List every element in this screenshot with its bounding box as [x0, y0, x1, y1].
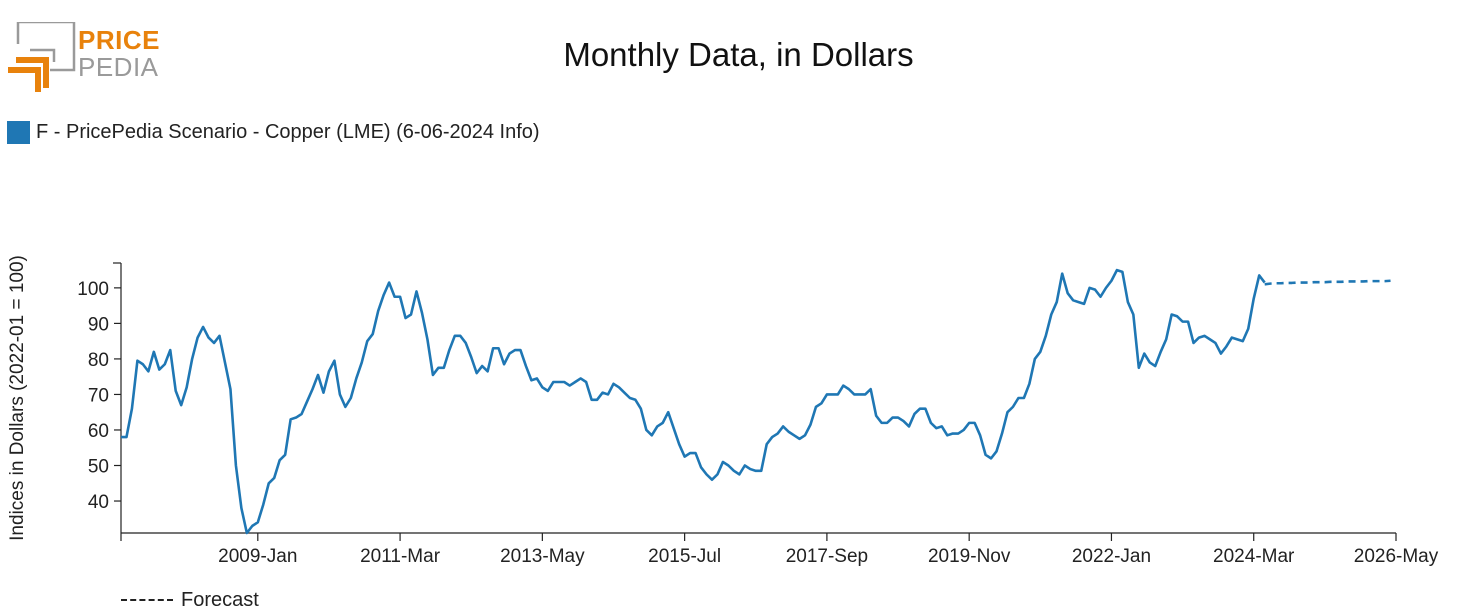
forecast-label: Forecast — [181, 588, 259, 611]
x-tick-label: 2024-Mar — [1213, 546, 1295, 567]
y-tick-label: 60 — [88, 421, 109, 442]
logo-mark-icon — [8, 20, 76, 92]
chart-title: Monthly Data, in Dollars — [563, 36, 914, 73]
y-tick-label: 100 — [77, 279, 109, 300]
forecast-key: Forecast — [121, 588, 259, 612]
legend-label: F - PricePedia Scenario - Copper (LME) (… — [36, 120, 540, 143]
x-axis: 2009-Jan 2011-Mar 2013-May 2015-Jul 2017-Sep… — [120, 532, 1439, 567]
x-tick-label: 2026-May — [1354, 546, 1439, 567]
x-tick-label: 2022-Jan — [1072, 546, 1151, 567]
legend[interactable]: F - PricePedia Scenario - Copper (LME) (… — [7, 120, 540, 144]
y-tick-label: 40 — [88, 492, 109, 513]
series-line-copper — [121, 268, 1266, 535]
x-tick-label: 2013-May — [500, 546, 585, 567]
x-tick-label: 2015-Jul — [648, 546, 721, 567]
y-tick-label: 80 — [88, 350, 109, 371]
logo-text-top: PRICE — [78, 25, 160, 55]
y-tick-label: 50 — [88, 457, 109, 478]
forecast-dash-icon — [121, 599, 173, 601]
forecast-line — [1264, 279, 1391, 286]
y-tick-label: 70 — [88, 385, 109, 406]
y-axis: 40 50 60 70 80 90 100 — [77, 262, 122, 533]
logo-text-bottom: PEDIA — [78, 52, 159, 82]
y-tick-label: 90 — [88, 314, 109, 335]
series-layer — [121, 268, 1391, 535]
legend-swatch — [7, 120, 30, 144]
x-tick-label: 2011-Mar — [360, 546, 441, 567]
x-tick-label: 2009-Jan — [218, 546, 297, 567]
pricepedia-logo: PRICE PEDIA — [8, 20, 168, 94]
x-tick-label: 2019-Nov — [928, 546, 1011, 567]
y-axis-label: Indices in Dollars (2022-01 = 100) — [7, 255, 28, 541]
x-tick-label: 2017-Sep — [786, 546, 868, 567]
